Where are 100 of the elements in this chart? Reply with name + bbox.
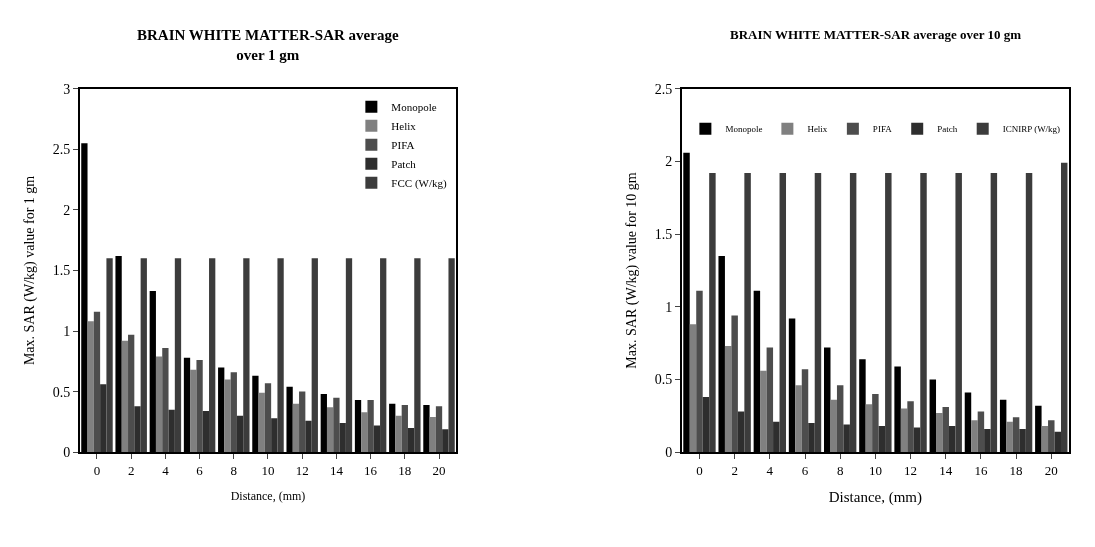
bar — [990, 173, 998, 453]
bar — [779, 173, 787, 453]
bar — [380, 258, 387, 453]
bar — [702, 396, 710, 453]
legend-label: Helix — [391, 120, 417, 133]
bar — [93, 311, 101, 453]
bar — [1054, 431, 1061, 453]
bar — [87, 321, 94, 453]
bar — [724, 346, 732, 453]
bar — [773, 421, 780, 453]
bar — [849, 173, 857, 453]
y-tick-label: 0.5 — [52, 384, 71, 400]
bar — [100, 384, 107, 453]
x-tick-label: 4 — [766, 462, 774, 478]
y-tick-label: 2.5 — [52, 142, 71, 158]
y-tick-label: 1.5 — [654, 226, 673, 242]
x-tick-label: 12 — [295, 462, 309, 478]
x-tick-label: 2 — [127, 462, 135, 478]
bar — [760, 370, 767, 453]
y-tick-label: 0 — [63, 445, 71, 461]
legend-label: Helix — [807, 124, 828, 135]
bar — [395, 415, 402, 453]
bar — [843, 424, 850, 453]
bar — [277, 258, 284, 453]
bar — [435, 406, 443, 453]
bar — [878, 426, 886, 453]
bar — [865, 404, 873, 453]
legend-label: FCC (W/kg) — [391, 177, 448, 191]
legend-label: Monopole — [391, 101, 437, 114]
bar — [971, 420, 978, 453]
bar — [258, 392, 265, 453]
x-axis-title: Distance, (mm) — [230, 488, 306, 503]
bar — [414, 258, 421, 453]
bar — [407, 427, 415, 453]
x-tick-label: 12 — [904, 462, 918, 478]
x-tick-label: 2 — [731, 462, 738, 478]
bar — [271, 418, 278, 453]
chart-title: BRAIN WHITE MATTER-SAR average over 1 gm — [137, 27, 399, 63]
bar — [361, 412, 368, 453]
bar — [339, 423, 346, 453]
bar — [224, 379, 231, 453]
bar — [955, 173, 962, 453]
bar — [1025, 173, 1033, 453]
legend-label: PIFA — [872, 124, 893, 135]
bar — [162, 347, 169, 453]
bar — [442, 429, 449, 453]
bar — [948, 426, 956, 453]
x-tick-label: 8 — [836, 462, 844, 478]
legend-label: Patch — [391, 158, 417, 171]
bar — [155, 356, 163, 453]
x-tick-label: 20 — [1044, 462, 1058, 478]
legend-label: Patch — [937, 124, 958, 135]
bar — [836, 385, 844, 453]
y-axis-title: Max. SAR (W/kg) value for 1 gm — [21, 175, 38, 366]
bar — [1060, 162, 1068, 453]
y-tick-label: 0.5 — [654, 372, 673, 388]
x-tick-label: 20 — [432, 462, 446, 478]
bar — [977, 411, 985, 453]
bar — [305, 420, 312, 453]
legend-label: Monopole — [725, 124, 763, 135]
bar — [128, 334, 135, 453]
bar — [900, 408, 908, 453]
bar — [913, 427, 921, 453]
x-tick-label: 4 — [162, 462, 170, 478]
bar — [326, 407, 334, 453]
bar — [401, 404, 408, 453]
bar — [814, 173, 822, 453]
y-tick-label: 3 — [63, 81, 71, 97]
x-tick-label: 16 — [364, 462, 378, 478]
x-tick-label: 18 — [398, 462, 412, 478]
x-tick-label: 14 — [939, 462, 953, 478]
bar — [429, 417, 436, 453]
x-tick-label: 18 — [1009, 462, 1023, 478]
x-tick-label: 10 — [261, 462, 275, 478]
x-tick-label: 8 — [230, 462, 238, 478]
bar — [196, 360, 203, 453]
bar — [345, 258, 353, 453]
bar — [795, 385, 802, 453]
y-tick-label: 0 — [665, 445, 673, 461]
bar — [140, 258, 147, 453]
bar — [830, 399, 837, 453]
x-tick-label: 10 — [868, 462, 882, 478]
y-tick-label: 1 — [63, 323, 71, 339]
bar — [448, 258, 455, 453]
bar — [190, 369, 197, 453]
y-tick-label: 1 — [665, 299, 673, 315]
bar — [885, 173, 892, 453]
x-tick-label: 6 — [801, 462, 809, 478]
legend-label: ICNIRP (W/kg) — [1002, 124, 1061, 135]
bar — [209, 258, 216, 453]
bar — [202, 411, 210, 453]
y-tick-label: 2 — [665, 154, 673, 170]
bar — [696, 290, 703, 453]
bar — [744, 173, 751, 453]
x-tick-label: 0 — [696, 462, 703, 478]
bar — [936, 412, 943, 453]
legend-label: PIFA — [391, 139, 415, 152]
bar — [299, 391, 306, 453]
bar — [1048, 420, 1055, 453]
bar — [311, 258, 318, 453]
